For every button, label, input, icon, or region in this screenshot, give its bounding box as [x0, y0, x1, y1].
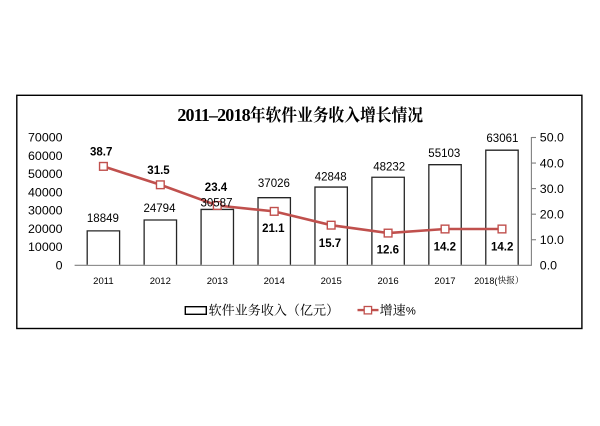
svg-text:12.6: 12.6: [377, 245, 399, 257]
svg-text:2016: 2016: [378, 276, 399, 287]
svg-text:40000: 40000: [28, 185, 63, 199]
svg-text:60000: 60000: [28, 149, 63, 163]
svg-text:2014: 2014: [264, 276, 285, 287]
svg-text:14.2: 14.2: [434, 242, 456, 254]
svg-text:55103: 55103: [428, 148, 460, 160]
svg-text:30587: 30587: [201, 198, 233, 210]
svg-text:15.7: 15.7: [319, 238, 341, 250]
svg-text:70000: 70000: [28, 131, 63, 145]
svg-text:37026: 37026: [258, 178, 290, 190]
svg-text:30000: 30000: [28, 204, 63, 218]
svg-text:50000: 50000: [28, 167, 63, 181]
svg-text:14.2: 14.2: [491, 242, 513, 254]
svg-text:31.5: 31.5: [147, 165, 170, 177]
svg-text:2017: 2017: [434, 276, 455, 287]
svg-text:2013: 2013: [207, 276, 228, 287]
svg-text:23.4: 23.4: [205, 182, 228, 194]
svg-text:50.0: 50.0: [540, 131, 564, 145]
svg-text:42848: 42848: [315, 171, 347, 183]
svg-text:40.0: 40.0: [540, 156, 564, 170]
svg-text:2011: 2011: [93, 276, 113, 287]
svg-text:21.1: 21.1: [262, 223, 285, 235]
svg-text:38.7: 38.7: [90, 146, 112, 158]
svg-text:2018(: 2018(: [474, 276, 497, 286]
svg-text:18849: 18849: [87, 213, 119, 225]
svg-text:30.0: 30.0: [540, 182, 564, 196]
svg-text:0: 0: [56, 259, 63, 273]
svg-text:63061: 63061: [486, 133, 518, 145]
svg-text:48232: 48232: [373, 162, 405, 174]
svg-text:20000: 20000: [28, 222, 63, 236]
svg-text:0.0: 0.0: [540, 259, 557, 273]
svg-text:10000: 10000: [28, 240, 63, 254]
svg-text:%: %: [406, 305, 416, 317]
svg-text:24794: 24794: [144, 203, 177, 215]
svg-text:10.0: 10.0: [540, 233, 564, 247]
svg-text:2012: 2012: [150, 276, 171, 287]
svg-text:2015: 2015: [321, 276, 342, 287]
svg-text:2011–2018: 2011–2018: [177, 105, 250, 125]
svg-text:20.0: 20.0: [540, 207, 564, 221]
